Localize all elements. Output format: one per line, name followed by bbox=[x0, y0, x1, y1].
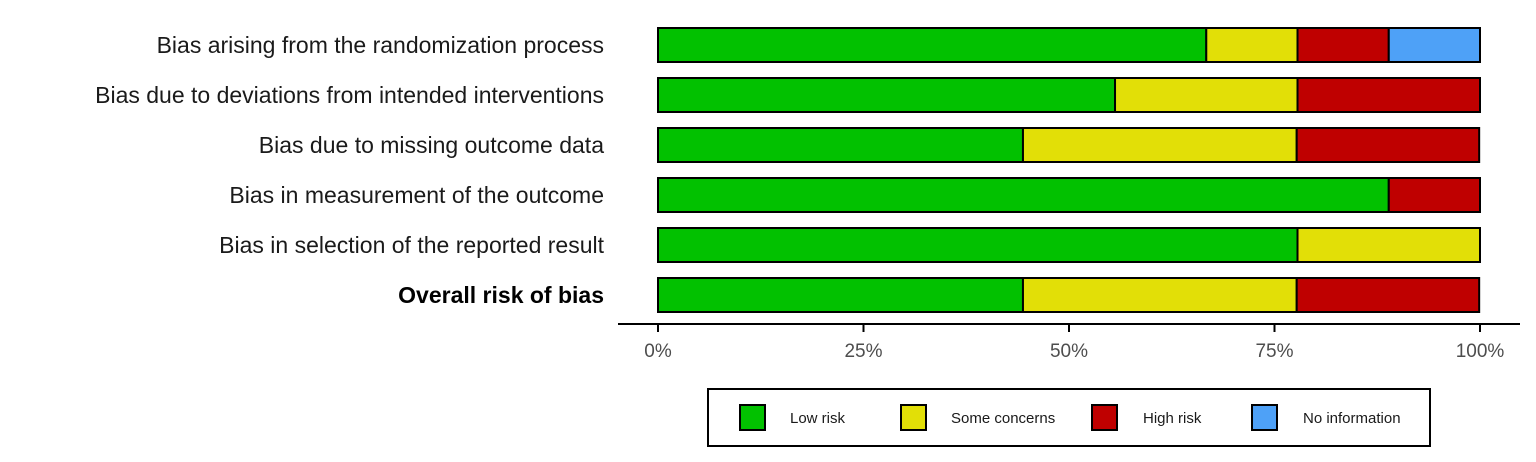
domain-label-bias-arising-from-the-randomization-process: Bias arising from the randomization proc… bbox=[157, 32, 604, 58]
bar-segment-high-risk-6 bbox=[1295, 277, 1481, 313]
legend-key-no-information bbox=[1251, 404, 1278, 431]
bar-segment-low-risk-6 bbox=[657, 277, 1024, 313]
x-tick-label-50: 50% bbox=[1050, 341, 1088, 362]
legend: Low risk Some concerns High risk No informa… bbox=[707, 388, 1431, 447]
domain-label-overall-risk-of-bias: Overall risk of bias bbox=[398, 282, 604, 308]
bar-segment-no-information-1 bbox=[1387, 27, 1482, 63]
legend-label-some-concerns: Some concerns bbox=[951, 410, 1055, 427]
domain-label-bias-due-to-deviations-from-intended-interventions: Bias due to deviations from intended int… bbox=[95, 82, 604, 108]
x-tick-label-25: 25% bbox=[844, 341, 882, 362]
bar-segment-high-risk-4 bbox=[1387, 177, 1482, 213]
bar-segment-some-concerns-6 bbox=[1021, 277, 1298, 313]
domain-label-bias-due-to-missing-outcome-data: Bias due to missing outcome data bbox=[259, 132, 604, 158]
bar-segment-low-risk-3 bbox=[657, 127, 1024, 163]
bar-segment-high-risk-3 bbox=[1295, 127, 1481, 163]
legend-label-high-risk: High risk bbox=[1143, 410, 1202, 427]
x-tick-label-75: 75% bbox=[1255, 341, 1293, 362]
bar-segment-high-risk-1 bbox=[1296, 27, 1390, 63]
x-tick-label-0: 0% bbox=[644, 341, 672, 362]
bar-segment-some-concerns-1 bbox=[1205, 27, 1299, 63]
x-tick-label-100: 100% bbox=[1456, 341, 1505, 362]
bar-segment-some-concerns-2 bbox=[1114, 77, 1299, 113]
bar-segment-low-risk-2 bbox=[657, 77, 1117, 113]
legend-key-some-concerns bbox=[900, 404, 927, 431]
bars bbox=[657, 27, 1482, 313]
bar-segment-low-risk-4 bbox=[657, 177, 1390, 213]
bar-segment-high-risk-2 bbox=[1296, 77, 1481, 113]
x-axis: 0% 25% 50% 75% 100% bbox=[618, 323, 1520, 362]
domain-label-bias-in-selection-of-the-reported-result: Bias in selection of the reported result bbox=[219, 232, 604, 258]
domain-label-bias-in-measurement-of-the-outcome: Bias in measurement of the outcome bbox=[229, 182, 604, 208]
legend-box bbox=[707, 388, 1431, 447]
legend-label-no-information: No information bbox=[1303, 410, 1401, 427]
bar-segment-low-risk-1 bbox=[657, 27, 1208, 63]
legend-label-low-risk: Low risk bbox=[790, 410, 846, 427]
legend-key-high-risk bbox=[1091, 404, 1118, 431]
bar-segment-some-concerns-5 bbox=[1296, 227, 1481, 263]
legend-key-low-risk bbox=[739, 404, 766, 431]
bar-segment-some-concerns-3 bbox=[1021, 127, 1298, 163]
bar-segment-low-risk-5 bbox=[657, 227, 1299, 263]
domain-labels: Bias arising from the randomization proc… bbox=[95, 32, 604, 308]
